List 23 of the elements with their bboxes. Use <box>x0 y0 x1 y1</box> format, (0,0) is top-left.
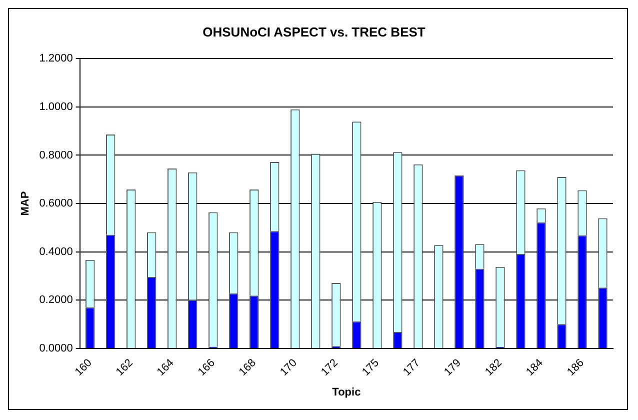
y-tick-label: 0.8000 <box>39 149 73 162</box>
x-tick-label: 179 <box>442 356 464 378</box>
x-tick-label: 170 <box>278 356 300 378</box>
y-tick-label: 1.0000 <box>39 100 73 113</box>
x-tick-label: 177 <box>400 356 422 378</box>
y-tick-label: 0.2000 <box>39 294 73 306</box>
x-tick-label: 160 <box>72 356 94 378</box>
y-tick-label: 0.4000 <box>39 246 73 258</box>
y-tick-label: 0.6000 <box>39 198 73 210</box>
x-tick-label: 162 <box>114 356 136 378</box>
x-tick-label: 168 <box>236 356 258 378</box>
x-tick-label: 164 <box>154 356 176 378</box>
x-tick-label: 184 <box>524 356 546 378</box>
x-tick-label: 172 <box>318 356 340 378</box>
x-tick-label: 186 <box>565 356 587 378</box>
x-axis-title: Topic <box>332 386 361 398</box>
x-tick-label: 175 <box>360 356 382 378</box>
y-axis-title: MAP <box>20 191 32 216</box>
y-tick-label: 1.2000 <box>39 52 73 65</box>
x-tick-label: 166 <box>196 356 218 378</box>
y-tick-label: 0.0000 <box>39 342 73 355</box>
chart-title: OHSUNoCI ASPECT vs. TREC BEST <box>202 24 426 40</box>
x-tick-label: 182 <box>483 356 504 378</box>
